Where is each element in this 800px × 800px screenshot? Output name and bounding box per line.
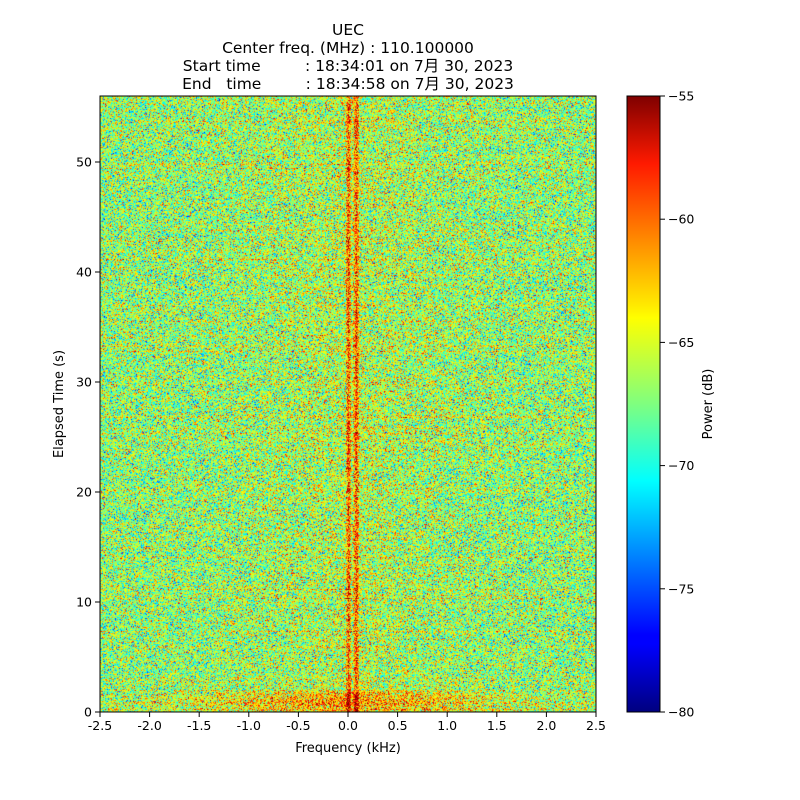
y-tick-label: 50 bbox=[76, 155, 92, 170]
colorbar-axis: −80 −75 −70 −65 −60 −55 bbox=[660, 89, 694, 720]
chart-title-line-2: Center freq. (MHz) : 110.100000 bbox=[222, 39, 474, 57]
chart-title-line-3: Start time : 18:34:01 on 7月 30, 2023 bbox=[182, 57, 514, 75]
x-tick-label: 2.5 bbox=[586, 718, 606, 733]
colorbar-label: Power (dB) bbox=[701, 369, 716, 440]
x-tick-label: -1.0 bbox=[237, 718, 261, 733]
y-tick-label: 20 bbox=[76, 485, 92, 500]
y-axis: 0 10 20 30 40 50 bbox=[76, 155, 100, 720]
y-tick-label: 40 bbox=[76, 265, 92, 280]
y-axis-label: Elapsed Time (s) bbox=[52, 350, 67, 458]
spectrogram-heatmap bbox=[100, 96, 596, 712]
x-tick-label: -0.5 bbox=[286, 718, 310, 733]
colorbar bbox=[626, 95, 661, 713]
x-axis: -2.5 -2.0 -1.5 -1.0 -0.5 0.0 0.5 1.0 1.5 2.0 2.5 bbox=[88, 712, 606, 733]
x-tick-label: -1.5 bbox=[187, 718, 211, 733]
x-axis-label: Frequency (kHz) bbox=[295, 741, 401, 756]
y-tick-label: 10 bbox=[76, 595, 92, 610]
colorbar-tick-label: −70 bbox=[668, 458, 694, 473]
colorbar-tick-label: −80 bbox=[668, 705, 694, 720]
x-tick-label: -2.0 bbox=[137, 718, 161, 733]
y-tick-label: 30 bbox=[76, 375, 92, 390]
colorbar-tick-label: −60 bbox=[668, 212, 694, 227]
x-tick-label: 0.5 bbox=[388, 718, 408, 733]
colorbar-tick-label: −65 bbox=[668, 335, 694, 350]
chart-title-line-4: End time : 18:34:58 on 7月 30, 2023 bbox=[182, 75, 514, 93]
x-tick-label: -2.5 bbox=[88, 718, 112, 733]
x-tick-label: 1.5 bbox=[487, 718, 507, 733]
x-tick-label: 1.0 bbox=[437, 718, 457, 733]
colorbar-tick-label: −55 bbox=[668, 89, 694, 104]
colorbar-tick-label: −75 bbox=[668, 581, 694, 596]
x-tick-label: 2.0 bbox=[536, 718, 556, 733]
y-tick-label: 0 bbox=[84, 705, 92, 720]
x-tick-label: 0.0 bbox=[338, 718, 358, 733]
chart-title-line-1: UEC bbox=[332, 21, 364, 39]
